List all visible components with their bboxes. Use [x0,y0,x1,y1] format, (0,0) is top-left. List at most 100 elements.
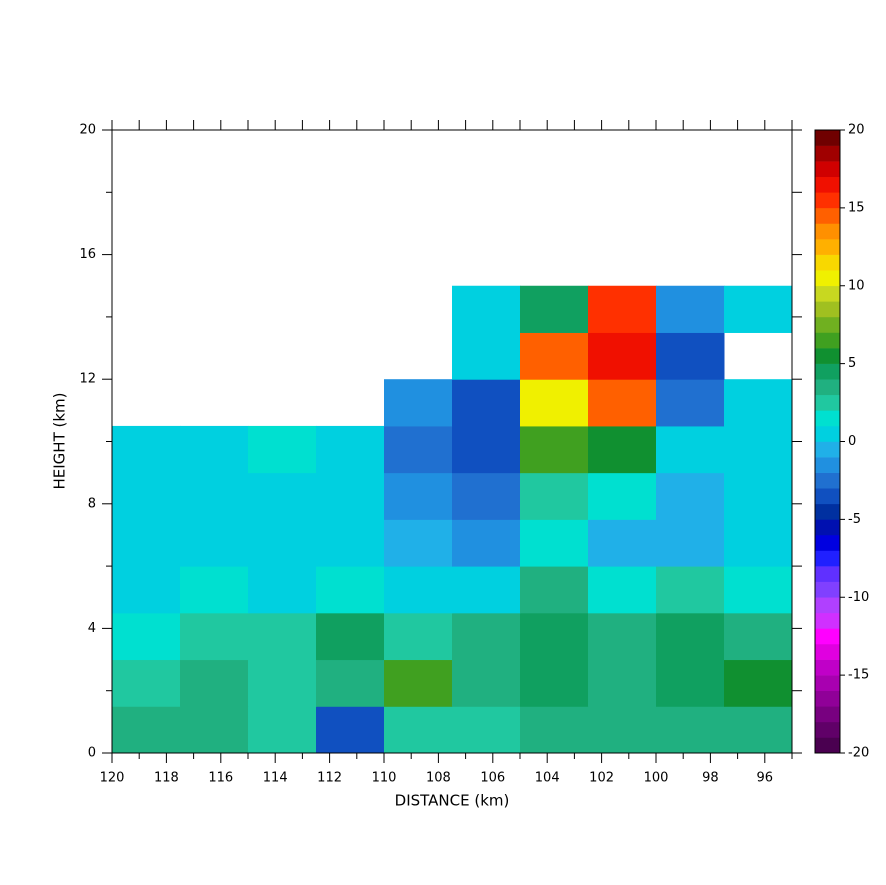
colorbar-band [815,721,840,738]
cell [588,285,657,333]
cell [112,425,181,474]
cell [112,472,181,520]
colorbar-band [815,488,840,505]
colorbar-band [815,675,840,691]
cell [112,566,181,614]
colorbar-band [815,690,840,707]
cell [316,566,385,614]
colorbar-band [815,581,840,598]
cell [724,612,793,661]
colorbar-tick-label: 15 [848,200,865,215]
cell [520,566,589,614]
cell [520,472,589,520]
cell [588,612,657,661]
colorbar-band [815,192,840,209]
cell [520,706,589,754]
cell [520,332,589,380]
cell [588,379,657,427]
cell [384,519,453,567]
colorbar-band [815,425,840,442]
cell [180,425,249,474]
colorbar-band [815,161,840,178]
cell [520,659,589,707]
cell [588,706,657,754]
cell [316,425,385,474]
cell [656,472,725,520]
cell [724,425,793,474]
colorbar-band [815,316,840,333]
cell [248,612,317,661]
cell [248,472,317,520]
cell [520,285,589,333]
cell [724,566,793,614]
y-tick-label: 16 [79,247,96,262]
colorbar-band [815,270,840,287]
colorbar-band [815,145,840,162]
cell [180,706,249,754]
cell [248,566,317,614]
x-tick-label: 116 [208,771,233,786]
colorbar-band [815,254,840,271]
colorbar-band [815,176,840,193]
x-axis-label: DISTANCE (km) [395,792,510,810]
colorbar-tick-label: -5 [848,512,861,527]
colorbar-tick-label: 5 [848,356,856,371]
cell [384,706,453,754]
x-tick-label: 106 [480,771,505,786]
colorbar-band [815,706,840,723]
cell [452,425,521,474]
cell [656,285,725,333]
colorbar-band [815,410,840,427]
cell [248,659,317,707]
colorbar-band [815,441,840,458]
colorbar-tick-label: 0 [848,434,856,449]
cell [180,659,249,707]
cell [520,519,589,567]
cell [588,659,657,707]
colorbar-band [815,643,840,660]
cell [384,659,453,707]
y-tick-label: 20 [79,123,96,138]
x-tick-label: 120 [100,771,125,786]
cell [656,566,725,614]
cell [452,566,521,614]
cell [656,379,725,427]
cell [452,472,521,520]
y-tick-label: 4 [88,621,96,636]
cell [452,379,521,427]
colorbar-tick-label: 10 [848,278,865,293]
colorbar-band [815,363,840,380]
cell [384,425,453,474]
cell [452,519,521,567]
y-tick-label: 12 [79,372,96,387]
cell [112,706,181,754]
cell [384,379,453,427]
x-tick-label: 108 [426,771,451,786]
colorbar-band [815,285,840,302]
cell [724,472,793,520]
colorbar-band [815,597,840,614]
cell [248,519,317,567]
cell [180,612,249,661]
cell [248,425,317,474]
cell [724,379,793,427]
colorbar-band [815,550,840,567]
cell [112,519,181,567]
cell [452,285,521,333]
cell [588,472,657,520]
cell [724,285,793,333]
colorbar-tick-label: -20 [848,746,869,761]
x-tick-label: 118 [154,771,179,786]
colorbar-band [815,207,840,224]
colorbar-band [815,519,840,536]
x-tick-label: 110 [372,771,397,786]
cell [384,472,453,520]
colorbar-band [815,239,840,255]
colorbar-band [815,659,840,676]
cell [316,612,385,661]
cell [180,566,249,614]
colorbar-band [815,223,840,240]
cell [384,612,453,661]
cell [452,332,521,380]
